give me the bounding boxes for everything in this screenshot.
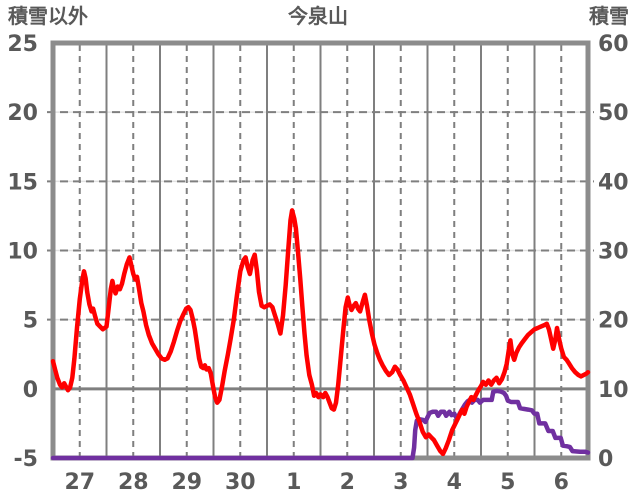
x-axis-tick: 6 bbox=[554, 470, 569, 495]
chart-title: 今泉山 bbox=[288, 4, 348, 28]
right-axis-tick: 30 bbox=[598, 240, 629, 265]
x-axis-tick: 5 bbox=[500, 470, 515, 495]
right-axis-tick: 10 bbox=[598, 378, 629, 403]
x-axis-tick: 4 bbox=[447, 470, 462, 495]
right-axis-tick: 0 bbox=[598, 447, 613, 472]
left-axis-tick: 5 bbox=[23, 309, 38, 334]
right-axis-tick: 60 bbox=[598, 32, 629, 57]
left-axis-tick: -5 bbox=[14, 447, 38, 472]
snow-depth-line bbox=[50, 388, 591, 461]
x-axis-tick: 1 bbox=[286, 470, 301, 495]
right-axis-tick: 40 bbox=[598, 170, 629, 195]
x-axis-tick: 28 bbox=[118, 470, 149, 495]
left-axis-tick: 0 bbox=[23, 378, 38, 403]
x-axis-tick: 3 bbox=[393, 470, 408, 495]
x-axis-tick: 30 bbox=[225, 470, 256, 495]
left-axis-title: 積雪以外 bbox=[8, 4, 88, 28]
series-lines bbox=[50, 208, 591, 461]
right-axis-title: 積雪 bbox=[589, 4, 629, 28]
x-axis-tick: 27 bbox=[64, 470, 95, 495]
right-axis-tick: 20 bbox=[598, 309, 629, 334]
left-axis-tick: 10 bbox=[7, 240, 38, 265]
x-axis-tick: 2 bbox=[340, 470, 355, 495]
other-than-snow-line bbox=[50, 208, 591, 457]
x-axis-tick: 29 bbox=[171, 470, 202, 495]
left-axis-tick: 15 bbox=[7, 170, 38, 195]
gridlines-dark bbox=[47, 43, 594, 458]
left-axis-tick: 20 bbox=[7, 101, 38, 126]
right-axis-tick: 50 bbox=[598, 101, 629, 126]
left-axis-tick: 25 bbox=[7, 32, 38, 57]
